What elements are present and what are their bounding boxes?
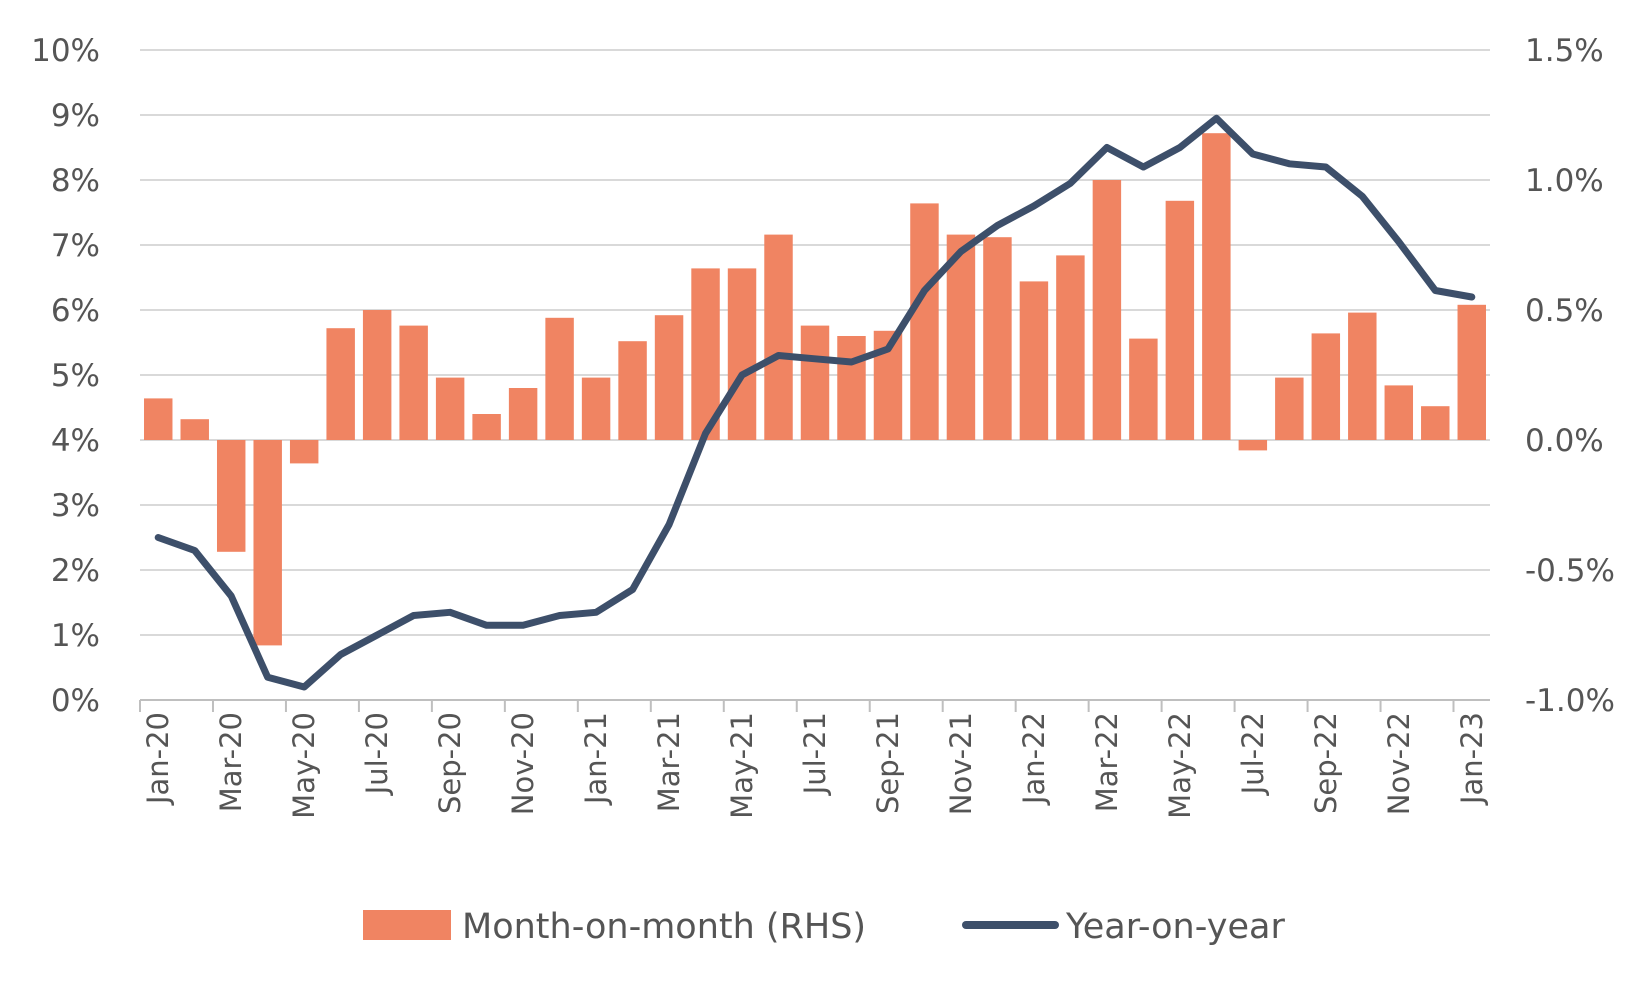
bar-Nov-22 [1384, 385, 1414, 440]
right-tick-label: 0.5% [1525, 293, 1604, 329]
left-tick-label: 4% [51, 423, 100, 459]
right-tick-label: 1.5% [1525, 33, 1604, 69]
left-tick-label: 3% [51, 488, 100, 524]
x-tick-label: Nov-21 [944, 712, 978, 815]
bar-Aug-22 [1275, 377, 1304, 440]
bar-Dec-22 [1421, 406, 1450, 440]
bar-Apr-21 [691, 268, 720, 440]
left-tick-label: 9% [51, 98, 100, 134]
x-tick-label: Jul-20 [360, 712, 394, 796]
bar-series-month-on-month [144, 133, 1486, 646]
x-tick-label: Jan-20 [141, 712, 175, 806]
x-tick-label: Jan-22 [1017, 712, 1051, 806]
bar-Nov-20 [508, 388, 538, 440]
x-tick-label: Jan-23 [1455, 712, 1489, 806]
bar-Feb-21 [618, 341, 647, 440]
x-axis-ticks: Jan-20 Mar-20 May-20 Jul-20 Sep-20 Nov-20 Jan-… [141, 712, 1489, 819]
bar-Sep-22 [1311, 333, 1341, 440]
bar-Jul-21 [800, 325, 830, 440]
left-tick-label: 2% [51, 553, 100, 589]
bar-Feb-22 [1056, 255, 1085, 440]
right-tick-label: 1.0% [1525, 163, 1604, 199]
x-tick-label: May-22 [1163, 712, 1197, 819]
legend-swatch-month-on-month [363, 910, 451, 940]
legend-label-year-on-year: Year-on-year [1065, 907, 1285, 947]
x-tick-label: Jul-21 [798, 712, 832, 796]
axes [139, 699, 1490, 712]
x-tick-label: Sep-20 [433, 712, 467, 814]
bar-Jul-22 [1238, 440, 1268, 451]
right-axis-ticks: -1.0% -0.5% 0.0% 0.5% 1.0% 1.5% [1525, 33, 1615, 719]
bar-Jan-23 [1457, 304, 1486, 440]
x-tick-label: Nov-20 [506, 712, 540, 815]
bar-Oct-20 [472, 414, 501, 440]
left-tick-label: 7% [51, 228, 100, 264]
bar-Jul-20 [362, 310, 392, 440]
bar-Jun-20 [326, 328, 355, 440]
bar-Mar-21 [654, 315, 684, 440]
x-tick-label: May-21 [725, 712, 759, 819]
x-tick-label: May-20 [287, 712, 321, 819]
right-tick-label: -1.0% [1525, 683, 1615, 719]
bar-Jan-20 [144, 398, 173, 440]
bar-Sep-20 [435, 377, 465, 440]
bar-Jan-22 [1019, 281, 1049, 440]
left-axis-ticks: 0% 1% 2% 3% 4% 5% 6% 7% 8% 9% 10% [31, 33, 100, 719]
bar-Dec-21 [983, 237, 1012, 440]
bar-Jun-22 [1202, 133, 1231, 440]
right-tick-label: 0.0% [1525, 423, 1604, 459]
left-tick-label: 0% [51, 683, 100, 719]
x-tick-label: Nov-22 [1382, 712, 1416, 815]
line-series-year-on-year [154, 114, 1476, 691]
bar-May-21 [727, 268, 757, 440]
bar-Dec-20 [545, 317, 574, 440]
legend: Month-on-month (RHS) Year-on-year [363, 907, 1285, 947]
x-tick-label: Jul-22 [1236, 712, 1270, 796]
bar-Jun-21 [764, 234, 793, 440]
left-tick-label: 8% [51, 163, 100, 199]
bar-Mar-20 [216, 440, 246, 552]
x-tick-label: Mar-22 [1090, 712, 1124, 812]
bar-Apr-20 [253, 440, 282, 646]
bar-Aug-21 [837, 336, 866, 440]
bar-Oct-21 [910, 203, 939, 440]
x-tick-label: Mar-21 [652, 712, 686, 812]
x-tick-label: Mar-20 [214, 712, 248, 812]
left-tick-label: 1% [51, 618, 100, 654]
x-tick-label: Sep-21 [871, 712, 905, 814]
bar-Mar-22 [1092, 180, 1122, 440]
left-tick-label: 5% [51, 358, 100, 394]
bar-Jan-21 [581, 377, 611, 440]
bar-May-20 [289, 440, 319, 464]
bar-Aug-20 [399, 325, 428, 440]
legend-label-month-on-month: Month-on-month (RHS) [462, 907, 866, 947]
left-tick-label: 10% [31, 33, 100, 69]
bar-Nov-21 [946, 234, 976, 440]
bar-Feb-20 [180, 419, 209, 440]
right-tick-label: -0.5% [1525, 553, 1615, 589]
left-tick-label: 6% [51, 293, 100, 329]
bar-Apr-22 [1129, 338, 1158, 440]
x-tick-label: Jan-21 [579, 712, 613, 806]
x-tick-label: Sep-22 [1309, 712, 1343, 814]
bar-May-22 [1165, 200, 1195, 440]
bar-Oct-22 [1348, 312, 1377, 440]
